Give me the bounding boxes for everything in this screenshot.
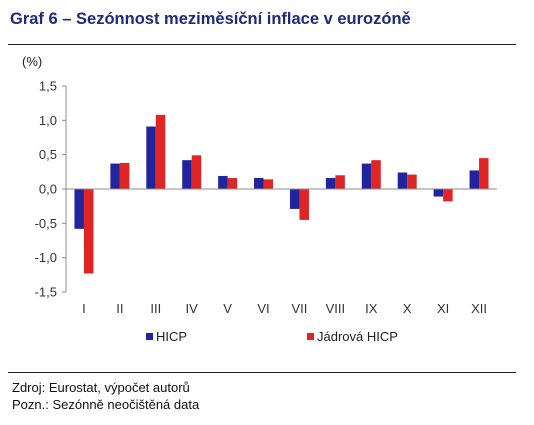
y-tick-label: -1,0 [35, 250, 57, 265]
bar-hicp [218, 175, 228, 189]
bar-hicp [182, 160, 192, 189]
x-tick-label: I [82, 301, 86, 316]
bar-hicp [289, 189, 300, 209]
y-tick-label: -0,5 [35, 216, 57, 231]
bar-hicp [146, 126, 156, 189]
x-tick-label: VI [257, 301, 269, 316]
x-tick-label: II [116, 301, 123, 316]
bar-hicp [254, 178, 264, 189]
bar-core-hicp [335, 175, 345, 189]
x-tick-label: III [150, 301, 161, 316]
bar-hicp [469, 170, 480, 189]
x-tick-label: VIII [326, 301, 346, 316]
bar-core-hicp [227, 178, 238, 189]
bar-core-hicp [191, 155, 202, 189]
bar-core-hicp [83, 189, 94, 274]
x-tick-label: VII [292, 301, 308, 316]
bar-chart: (%)1,51,00,50,0-0,5-1,0-1,5 I II III IV V VI V… [22, 54, 497, 344]
legend-swatch [146, 333, 153, 340]
bar-hicp [325, 178, 336, 189]
source-note: Zdroj: Eurostat, výpočet autorů [12, 380, 190, 395]
bar-hicp [397, 172, 408, 189]
legend-swatch [307, 333, 314, 340]
bar-hicp [433, 189, 444, 197]
x-tick-label: IX [365, 301, 378, 316]
bar-hicp [110, 163, 120, 189]
y-axis-unit-label: (%) [22, 54, 42, 69]
bar-core-hicp [155, 114, 166, 189]
bar-core-hicp [119, 162, 130, 189]
footnote: Pozn.: Sezónně neočištěná data [12, 397, 200, 412]
bar-hicp [361, 163, 372, 189]
x-tick-label: V [223, 301, 232, 316]
notes-rule [8, 372, 516, 373]
y-tick-label: 0,0 [39, 182, 57, 197]
bar-core-hicp [263, 179, 274, 189]
bar-core-hicp [407, 174, 417, 189]
title-rule [8, 44, 516, 45]
y-tick-label: 1,5 [39, 79, 57, 94]
bar-core-hicp [443, 189, 453, 202]
x-tick-label: X [403, 301, 412, 316]
chart-title: Graf 6 – Sezónnost meziměsíční inflace v… [10, 10, 411, 28]
x-tick-label: XI [437, 301, 449, 316]
y-tick-label: 1,0 [39, 113, 57, 128]
chart-notes: Zdroj: Eurostat, výpočet autorů Pozn.: S… [12, 379, 199, 413]
legend-label: Jádrová HICP [317, 329, 398, 344]
legend-label: HICP [156, 329, 187, 344]
bar-core-hicp [479, 158, 489, 189]
x-tick-label: XII [471, 301, 487, 316]
x-tick-label: IV [186, 301, 199, 316]
bar-hicp [74, 189, 84, 229]
y-tick-label: -1,5 [35, 285, 57, 300]
bar-core-hicp [371, 160, 381, 189]
bar-core-hicp [299, 189, 309, 220]
y-tick-label: 0,5 [39, 147, 57, 162]
